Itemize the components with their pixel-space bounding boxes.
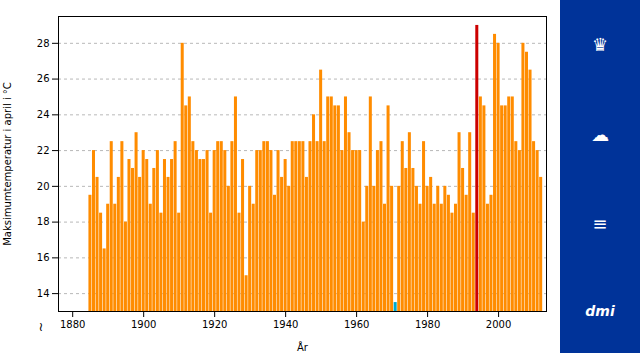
svg-text:1880: 1880 bbox=[60, 319, 85, 330]
svg-text:2000: 2000 bbox=[486, 319, 511, 330]
svg-text:1900: 1900 bbox=[131, 319, 156, 330]
svg-text:16: 16 bbox=[37, 252, 50, 263]
svg-text:26: 26 bbox=[37, 73, 50, 84]
svg-text:14: 14 bbox=[37, 288, 50, 299]
svg-text:22: 22 bbox=[37, 145, 50, 156]
svg-text:24: 24 bbox=[37, 109, 50, 120]
svg-text:1980: 1980 bbox=[415, 319, 440, 330]
svg-text:1960: 1960 bbox=[344, 319, 369, 330]
svg-text:18: 18 bbox=[37, 216, 50, 227]
svg-text:28: 28 bbox=[37, 38, 50, 49]
html-text:dmi: dmi bbox=[585, 302, 615, 319]
svg-text:1920: 1920 bbox=[202, 319, 227, 330]
svg-text:20: 20 bbox=[37, 181, 50, 192]
svg-text:1940: 1940 bbox=[273, 319, 298, 330]
svg-text:År: År bbox=[297, 341, 309, 353]
svg-text:~: ~ bbox=[34, 322, 49, 333]
svg-text:Maksimumtemperatur i april i °: Maksimumtemperatur i april i °C bbox=[2, 82, 13, 246]
